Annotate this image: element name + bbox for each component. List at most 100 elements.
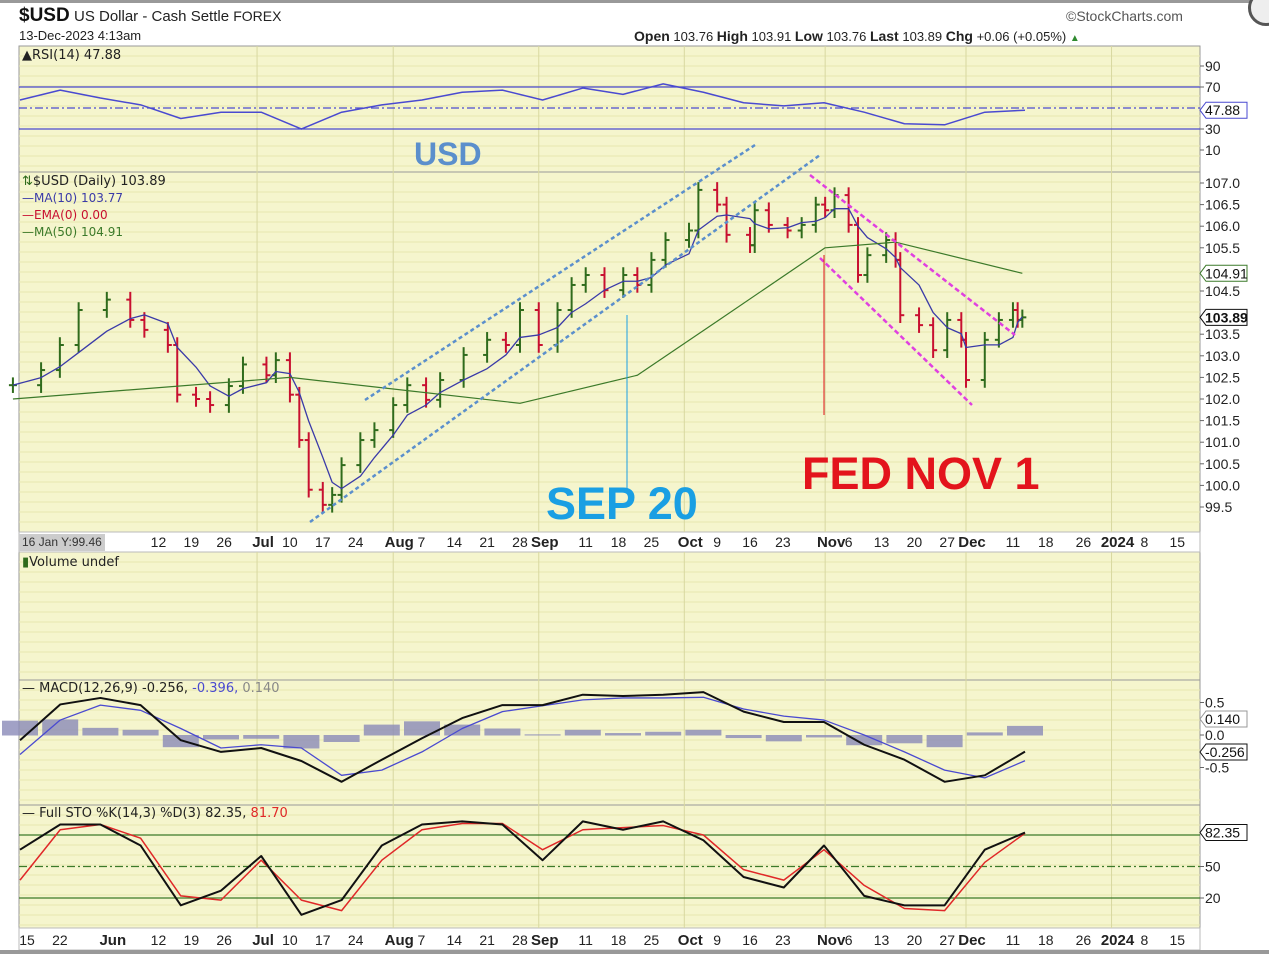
macd-label: MACD(12,26,9) -0.256, <box>39 681 189 696</box>
macd-histogram-bar <box>203 735 239 740</box>
price-bar <box>567 277 576 318</box>
sto-label: Full STO %K(14,3) %D(3) 82.35, <box>39 806 247 821</box>
date-tick-label: 27 <box>939 932 955 948</box>
ma50-value: 104.91 <box>1205 265 1248 281</box>
ma50-label: MA(50) 104.91 <box>34 225 123 239</box>
macd-histogram-bar <box>966 732 1003 736</box>
date-tick-label: 28 <box>512 534 528 550</box>
macd-histogram-bar <box>886 735 923 744</box>
date-tick-label: 25 <box>644 932 660 948</box>
date-tick-label: 23 <box>775 932 791 948</box>
price-bar <box>750 202 759 253</box>
date-tick-label: 6 <box>845 534 853 550</box>
rsi-axis-label: 30 <box>1205 121 1221 137</box>
price-axis-label: 99.5 <box>1205 499 1232 515</box>
copyright: ©StockCharts.com <box>1066 8 1183 24</box>
date-tick-label: 15 <box>1169 932 1185 948</box>
price-bar <box>811 196 820 233</box>
price-bar <box>501 332 510 353</box>
last-label: Last <box>869 28 899 44</box>
price-axis-label: 101.5 <box>1205 413 1240 429</box>
ma50-value-badge <box>1199 264 1248 282</box>
date-tick-label: 21 <box>479 932 495 948</box>
price-axis-label: 103.5 <box>1205 326 1240 342</box>
macd-histogram-bar <box>283 735 320 749</box>
price-bar <box>318 481 327 513</box>
date-tick-label: Nov <box>817 932 846 949</box>
price-bar <box>980 332 989 388</box>
price-bar <box>797 217 806 239</box>
price-bar <box>436 372 445 408</box>
macd-histogram-bar <box>82 727 119 736</box>
macd-axis-label: 0.0 <box>1205 727 1225 743</box>
price-bar <box>238 356 247 394</box>
price-bar <box>534 302 543 353</box>
date-tick-label: Jun <box>99 932 126 949</box>
date-tick-label: 12 <box>151 932 167 948</box>
open-label: Open <box>634 28 670 44</box>
ma10-label: MA(10) 103.77 <box>34 191 123 205</box>
sto-legend: — Full STO %K(14,3) %D(3) 82.35, 81.70 <box>22 806 288 821</box>
macd-histogram-bar <box>564 729 601 736</box>
date-tick-label: 11 <box>1006 932 1021 948</box>
price-bar <box>389 397 398 438</box>
macd-histogram-bar <box>806 735 842 738</box>
price-axis-label: 102.0 <box>1205 391 1240 407</box>
date-tick-label: 18 <box>611 534 627 550</box>
date-tick-label: Jul <box>252 534 274 551</box>
macd-histogram-bar <box>725 735 762 739</box>
volume-icon: ▮ <box>22 555 30 570</box>
date-tick-label: 16 <box>742 932 758 948</box>
price-axis-label: 103.0 <box>1205 348 1240 364</box>
volume-legend: ▮Volume undef <box>22 555 119 570</box>
top-border <box>0 0 1269 3</box>
price-bar <box>661 232 670 268</box>
sto-value-badge <box>1199 824 1248 842</box>
price-label: $USD (Daily) 103.89 <box>32 174 166 189</box>
price-axis-label: 106.0 <box>1205 218 1240 234</box>
macd-hist-value: 0.140 <box>1205 711 1240 727</box>
date-tick-label: 14 <box>446 932 462 948</box>
ema-legend: —EMA(0) 0.00 <box>22 208 108 222</box>
price-bar <box>821 196 830 218</box>
price-bar <box>722 196 731 243</box>
date-tick-label: 20 <box>907 534 923 550</box>
price-axis-label: 102.5 <box>1205 369 1240 385</box>
price-axis-label: 106.5 <box>1205 197 1240 213</box>
price-bar <box>74 302 83 353</box>
last-price-value: 103.89 <box>1205 309 1248 325</box>
ma10-line <box>12 208 1023 490</box>
macd-axis-label: -0.5 <box>1205 760 1229 776</box>
price-bar <box>206 391 215 413</box>
date-tick-label: Oct <box>678 534 703 551</box>
macd-line <box>19 691 1026 783</box>
macd-hist-value-badge <box>1199 710 1248 728</box>
price-axis-label: 100.0 <box>1205 477 1240 493</box>
price-bar <box>102 291 111 318</box>
price-bar <box>929 317 938 358</box>
high-label: High <box>716 28 748 44</box>
macd-axis-label: 0.5 <box>1205 695 1225 711</box>
sto-d-line <box>19 822 1026 912</box>
date-tick-label: 19 <box>184 534 200 550</box>
chart-datetime: 13-Dec-2023 4:13am <box>19 28 142 43</box>
annotation-fed-nov1: FED NOV 1 <box>802 448 1040 499</box>
date-tick-label: 16 <box>742 534 758 550</box>
macd-histogram-bar <box>243 735 280 739</box>
price-bar <box>140 312 149 338</box>
ma50-line <box>12 241 1023 404</box>
date-tick-label: 24 <box>348 534 364 550</box>
exchange-text: FOREX <box>233 8 282 24</box>
date-tick-label: 8 <box>1141 534 1149 550</box>
date-tick-label: 26 <box>216 534 232 550</box>
macd-value-badge <box>1199 743 1248 761</box>
macd-histogram-bar <box>846 735 883 746</box>
macd-histogram-bar <box>484 728 521 736</box>
close-icon[interactable] <box>1248 0 1269 26</box>
triangle-up-icon: ▲ <box>1069 33 1080 44</box>
date-tick-label: 14 <box>446 534 462 550</box>
date-tick-label: 6 <box>845 932 853 948</box>
date-tick-label: 24 <box>348 932 364 948</box>
macd-histogram-bar <box>404 721 440 736</box>
